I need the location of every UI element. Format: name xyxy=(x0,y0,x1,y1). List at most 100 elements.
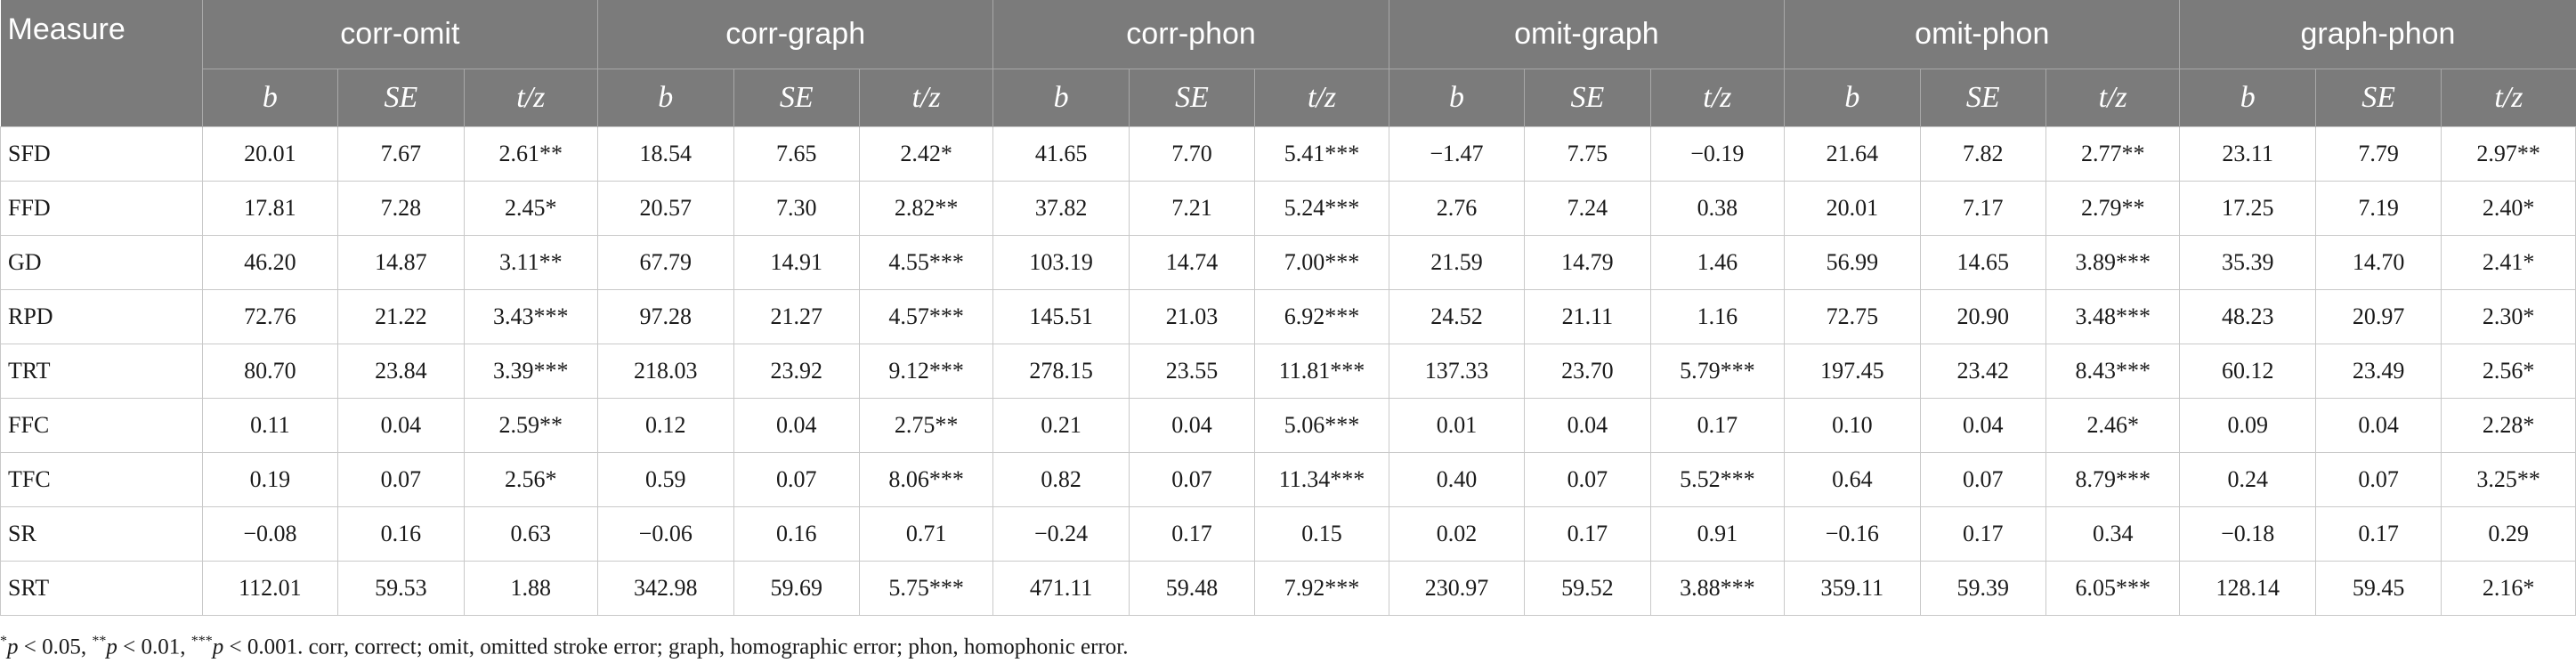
value-cell-se: 21.11 xyxy=(1524,289,1651,344)
sub-header-tz: t/z xyxy=(2441,69,2576,127)
value-cell-b: 0.59 xyxy=(597,452,733,507)
value-cell-se: 21.03 xyxy=(1128,289,1255,344)
value-cell-se: 59.69 xyxy=(733,561,860,616)
sub-header-tz: t/z xyxy=(1649,69,1785,127)
value-cell-b: 46.20 xyxy=(201,235,338,290)
value-cell-tz: 0.63 xyxy=(463,506,598,562)
value-cell-se: 59.52 xyxy=(1524,561,1651,616)
value-cell-tz: 2.45* xyxy=(463,181,598,236)
value-cell-tz: 0.34 xyxy=(2045,506,2180,562)
value-cell-se: 21.22 xyxy=(337,289,465,344)
value-cell-se: 7.19 xyxy=(2314,181,2442,236)
footnote-text2: < 0.01, xyxy=(117,635,191,659)
value-cell-se: 23.70 xyxy=(1524,344,1651,399)
sub-header-b: b xyxy=(2179,69,2316,127)
value-cell-tz: 5.79*** xyxy=(1649,344,1785,399)
value-cell-se: 7.70 xyxy=(1128,126,1255,182)
value-cell-tz: 2.40* xyxy=(2441,181,2576,236)
value-cell-se: 14.87 xyxy=(337,235,465,290)
footnote-text3: < 0.001. corr, correct; omit, omitted st… xyxy=(223,635,1129,659)
footnote-p2: p xyxy=(106,635,117,659)
value-cell-tz: 2.61** xyxy=(463,126,598,182)
value-cell-tz: 2.30* xyxy=(2441,289,2576,344)
value-cell-tz: 2.16* xyxy=(2441,561,2576,616)
value-cell-se: 59.39 xyxy=(1919,561,2046,616)
value-cell-b: 37.82 xyxy=(992,181,1130,236)
group-header-corr-omit: corr-omit xyxy=(201,0,598,69)
value-cell-b: 97.28 xyxy=(597,289,733,344)
value-cell-b: 0.24 xyxy=(2179,452,2316,507)
value-cell-tz: 2.77** xyxy=(2045,126,2180,182)
value-cell-b: 17.81 xyxy=(201,181,338,236)
group-header-row: Measure corr-omit corr-graph corr-phon o… xyxy=(0,0,2576,127)
value-cell-b: 0.21 xyxy=(992,398,1130,453)
value-cell-se: 21.27 xyxy=(733,289,860,344)
value-cell-se: 7.65 xyxy=(733,126,860,182)
group-header-graph-phon: graph-phon xyxy=(2179,0,2576,69)
value-cell-b: 0.10 xyxy=(1784,398,1921,453)
value-cell-se: 14.79 xyxy=(1524,235,1651,290)
value-cell-tz: 3.11** xyxy=(463,235,598,290)
measure-cell: SFD xyxy=(0,126,203,182)
value-cell-b: 145.51 xyxy=(992,289,1130,344)
value-cell-se: 14.65 xyxy=(1919,235,2046,290)
value-cell-b: −0.16 xyxy=(1784,506,1921,562)
value-cell-tz: 2.42* xyxy=(858,126,993,182)
table-footnote: *p < 0.05, **p < 0.01, ***p < 0.001. cor… xyxy=(0,634,1129,659)
value-cell-tz: 7.92*** xyxy=(1254,561,1389,616)
measure-cell: SR xyxy=(0,506,203,562)
value-cell-b: 128.14 xyxy=(2179,561,2316,616)
value-cell-b: 0.40 xyxy=(1388,452,1525,507)
group-header-omit-phon: omit-phon xyxy=(1784,0,2180,69)
table-row: RPD 72.76 21.22 3.43*** 97.28 21.27 4.57*** 145… xyxy=(0,289,2576,344)
measure-header: Measure xyxy=(0,0,203,127)
sub-header-se: SE xyxy=(1128,69,1255,127)
value-cell-se: 0.07 xyxy=(1919,452,2046,507)
value-cell-se: 59.48 xyxy=(1128,561,1255,616)
value-cell-se: 20.90 xyxy=(1919,289,2046,344)
value-cell-tz: 3.89*** xyxy=(2045,235,2180,290)
value-cell-se: 14.74 xyxy=(1128,235,1255,290)
value-cell-b: 0.64 xyxy=(1784,452,1921,507)
value-cell-se: 0.04 xyxy=(1919,398,2046,453)
value-cell-tz: 2.97** xyxy=(2441,126,2576,182)
value-cell-b: −0.18 xyxy=(2179,506,2316,562)
value-cell-tz: 5.41*** xyxy=(1254,126,1389,182)
table-row: TRT 80.70 23.84 3.39*** 218.03 23.92 9.12*** 27… xyxy=(0,344,2576,399)
table-row: SFD 20.01 7.67 2.61** 18.54 7.65 2.42* 41.65 7.7… xyxy=(0,126,2576,182)
value-cell-se: 0.07 xyxy=(1128,452,1255,507)
sub-header-se: SE xyxy=(1524,69,1651,127)
sub-header-tz: t/z xyxy=(858,69,993,127)
value-cell-tz: 1.46 xyxy=(1649,235,1785,290)
value-cell-tz: 2.75** xyxy=(858,398,993,453)
sub-header-se: SE xyxy=(733,69,860,127)
group-header-omit-graph: omit-graph xyxy=(1388,0,1785,69)
value-cell-tz: 2.46* xyxy=(2045,398,2180,453)
value-cell-b: 23.11 xyxy=(2179,126,2316,182)
value-cell-tz: 11.81*** xyxy=(1254,344,1389,399)
value-cell-b: 21.64 xyxy=(1784,126,1921,182)
value-cell-se: 7.17 xyxy=(1919,181,2046,236)
value-cell-se: 23.84 xyxy=(337,344,465,399)
value-cell-tz: 3.48*** xyxy=(2045,289,2180,344)
value-cell-b: 0.19 xyxy=(201,452,338,507)
value-cell-b: −1.47 xyxy=(1388,126,1525,182)
sub-header-se: SE xyxy=(2314,69,2442,127)
value-cell-tz: 3.43*** xyxy=(463,289,598,344)
value-cell-b: 137.33 xyxy=(1388,344,1525,399)
value-cell-tz: 4.55*** xyxy=(858,235,993,290)
table-row: SR −0.08 0.16 0.63 −0.06 0.16 0.71 −0.24 0.17 0.1… xyxy=(0,506,2576,562)
value-cell-b: 56.99 xyxy=(1784,235,1921,290)
sub-header-b: b xyxy=(1784,69,1921,127)
value-cell-tz: 0.15 xyxy=(1254,506,1389,562)
footnote-sig1: * xyxy=(0,634,7,649)
value-cell-se: 7.79 xyxy=(2314,126,2442,182)
value-cell-tz: 8.06*** xyxy=(858,452,993,507)
value-cell-tz: 6.92*** xyxy=(1254,289,1389,344)
value-cell-se: 20.97 xyxy=(2314,289,2442,344)
value-cell-b: 218.03 xyxy=(597,344,733,399)
value-cell-tz: 3.88*** xyxy=(1649,561,1785,616)
value-cell-se: 7.28 xyxy=(337,181,465,236)
value-cell-tz: 2.56* xyxy=(2441,344,2576,399)
value-cell-b: 359.11 xyxy=(1784,561,1921,616)
